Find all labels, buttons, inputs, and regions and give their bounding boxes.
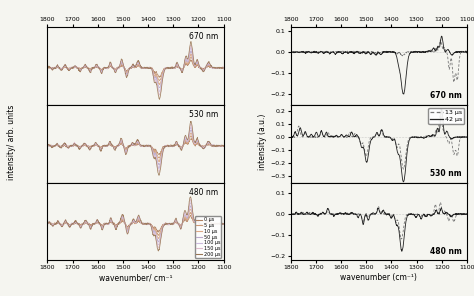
Text: 670 nm: 670 nm xyxy=(430,91,462,100)
Text: 480 nm: 480 nm xyxy=(189,188,219,197)
Text: intensity/ arb. units: intensity/ arb. units xyxy=(7,104,16,180)
Text: 530 nm: 530 nm xyxy=(430,169,462,178)
Text: 530 nm: 530 nm xyxy=(189,110,219,119)
Text: 670 nm: 670 nm xyxy=(189,32,219,41)
X-axis label: wavenumber/ cm⁻¹: wavenumber/ cm⁻¹ xyxy=(99,273,172,282)
Text: intensity (a.u.): intensity (a.u.) xyxy=(258,114,267,170)
Text: 480 nm: 480 nm xyxy=(430,247,462,256)
X-axis label: wavenumber (cm⁻¹): wavenumber (cm⁻¹) xyxy=(340,273,417,282)
Legend: 13 μs, 42 μs: 13 μs, 42 μs xyxy=(428,108,464,124)
Legend: 0 μs, 5 μs, 10 μs, 50 μs, 100 μs, 150 μs, 200 μs: 0 μs, 5 μs, 10 μs, 50 μs, 100 μs, 150 μs… xyxy=(195,216,221,258)
